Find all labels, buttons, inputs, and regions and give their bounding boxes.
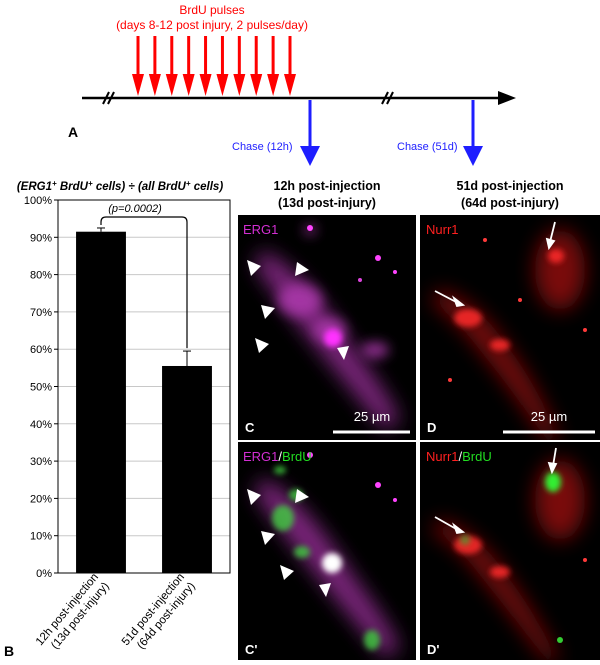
y-tick-label: 20% (30, 493, 52, 505)
y-tick-label: 70% (30, 307, 52, 319)
y-tick-labels: 0% 10% 20% 30% 40% 50% 60% 70% 80% 90% 100% (24, 195, 52, 580)
timeline-arrowhead (498, 91, 516, 105)
pulse-arrow-head (199, 74, 212, 96)
arrows-d-prime (434, 447, 558, 535)
col-subtitle-12h: (13d post-injury) (278, 196, 376, 210)
panel-letter-c-prime: C' (245, 642, 257, 657)
chase-arrow-12h-head (300, 146, 320, 166)
panel-letter-d-prime: D' (427, 642, 439, 657)
bar (162, 365, 212, 573)
pulse-arrow-head (165, 74, 178, 96)
pulse-arrow-head (148, 74, 161, 96)
micrograph-c-prime: ERG1/BrdU C' (238, 442, 416, 660)
x-tick-label: 51d post-injection(64d post-injury) (120, 571, 198, 651)
panel-letter-c: C (245, 420, 255, 435)
arrowheads-c (247, 260, 349, 360)
micrograph-d-prime: Nurr1/BrdU D' (420, 442, 600, 660)
panel-label-b: B (4, 643, 14, 659)
pulse-arrow-head (250, 74, 263, 96)
pulse-arrows (132, 36, 296, 96)
stain-label-c: ERG1 (243, 222, 278, 237)
y-tick-label: 10% (30, 531, 52, 543)
y-tick-label: 90% (30, 232, 52, 244)
y-tick-label: 40% (30, 419, 52, 431)
panel-label-a: A (68, 124, 78, 140)
micrograph-titles: 12h post-injection (13d post-injury) 51d… (274, 179, 564, 210)
chase-arrow-51d-head (463, 146, 483, 166)
timeline-panel: BrdU pulses (days 8-12 post injury, 2 pu… (68, 3, 516, 166)
panel-letter-d: D (427, 420, 436, 435)
micrograph-c: ERG1 25 µm C (238, 215, 416, 440)
pulse-subtitle: (days 8-12 post injury, 2 pulses/day) (116, 18, 308, 32)
pulse-arrow-head (233, 74, 246, 96)
x-tick-label: 12h post-injection(13d post-injury) (34, 571, 112, 651)
pulse-arrow-head (267, 74, 280, 96)
x-tick-labels: 12h post-injection(13d post-injury) 51d p… (34, 571, 198, 651)
y-tick-label: 80% (30, 270, 52, 282)
col-title-51d: 51d post-injection (457, 179, 564, 193)
axis-break-right (381, 91, 394, 105)
stain-label-d: Nurr1 (426, 222, 459, 237)
arrowheads-c-prime (247, 489, 331, 597)
y-tick-label: 100% (24, 195, 52, 207)
bar (76, 231, 126, 573)
scale-label-c: 25 µm (354, 409, 390, 424)
chart-title: (ERG1+ BrdU+ cells) ÷ (all BrdU+ cells) (17, 179, 223, 194)
pulse-arrow-head (216, 74, 229, 96)
plot-frame (57, 199, 231, 574)
chase-label-51d: Chase (51d) (397, 141, 458, 153)
micrograph-d: Nurr1 25 µm D (420, 215, 600, 440)
pulse-arrow-head (182, 74, 195, 96)
bar-chart-panel: (ERG1+ BrdU+ cells) ÷ (all BrdU+ cells) … (4, 179, 231, 659)
y-tick-label: 30% (30, 456, 52, 468)
scale-label-d: 25 µm (531, 409, 567, 424)
significance-line (100, 216, 188, 349)
col-subtitle-51d: (64d post-injury) (461, 196, 559, 210)
pulse-arrow-head (284, 74, 296, 96)
significance-bracket (100, 216, 188, 349)
arrows-d (434, 221, 556, 308)
y-tick-label: 60% (30, 344, 52, 356)
axis-break-left (102, 91, 115, 105)
chase-label-12h: Chase (12h) (232, 141, 293, 153)
pulse-title: BrdU pulses (179, 3, 244, 17)
stain-label-d-prime: Nurr1/BrdU (426, 449, 492, 464)
significance-label: (p=0.0002) (108, 203, 162, 215)
stain-label-c-prime: ERG1/BrdU (243, 449, 312, 464)
y-tick-label: 50% (30, 382, 52, 394)
col-title-12h: 12h post-injection (274, 179, 381, 193)
error-bars (97, 227, 191, 366)
bars (76, 231, 212, 573)
pulse-arrow-head (132, 74, 144, 96)
y-tick-label: 0% (36, 568, 52, 580)
